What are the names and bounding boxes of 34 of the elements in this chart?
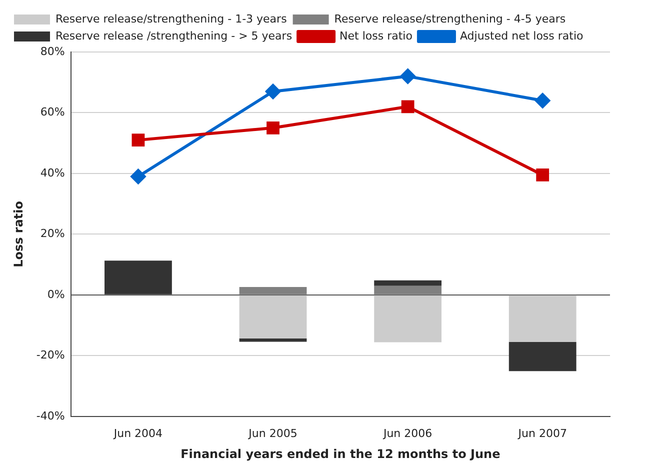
legend-label: Net loss ratio: [340, 29, 413, 42]
y-axis-title: Loss ratio: [11, 200, 26, 268]
x-axis-title: Financial years ended in the 12 months to June: [180, 446, 500, 461]
y-tick-label: 0%: [47, 288, 65, 301]
bar: [104, 260, 172, 294]
point: [535, 93, 550, 108]
point: [400, 68, 416, 84]
bar: [374, 295, 442, 342]
point: [266, 84, 281, 99]
bar: [239, 287, 307, 294]
x-tick-label: Jun 2005: [248, 426, 298, 440]
bar: [508, 342, 576, 372]
legend-label: Adjusted net loss ratio: [460, 29, 584, 42]
y-tick-label: -20%: [36, 348, 65, 362]
x-tick-label: Jun 2006: [382, 426, 432, 440]
y-tick-label: 20%: [40, 227, 65, 240]
legend-label: Reserve release/strengthening - 1-3 years: [56, 12, 288, 26]
y-tick-label: 80%: [40, 44, 65, 58]
point: [266, 121, 280, 134]
legend-label: Reserve release /strengthening - > 5 years: [56, 29, 292, 42]
bar: [374, 286, 442, 294]
bar: [508, 295, 576, 342]
bar: [239, 295, 307, 338]
y-tick-label: -40%: [36, 409, 65, 422]
x-tick-label: Jun 2004: [112, 426, 163, 440]
point: [132, 134, 145, 147]
point: [536, 168, 550, 182]
x-tick-label: Jun 2007: [517, 426, 567, 440]
legend-label: Reserve release/strengthening - 4-5 years: [334, 12, 566, 26]
bar: [374, 280, 442, 286]
point: [130, 169, 146, 184]
y-tick-label: 40%: [40, 166, 65, 180]
point: [401, 100, 414, 114]
y-tick-label: 60%: [40, 106, 65, 119]
